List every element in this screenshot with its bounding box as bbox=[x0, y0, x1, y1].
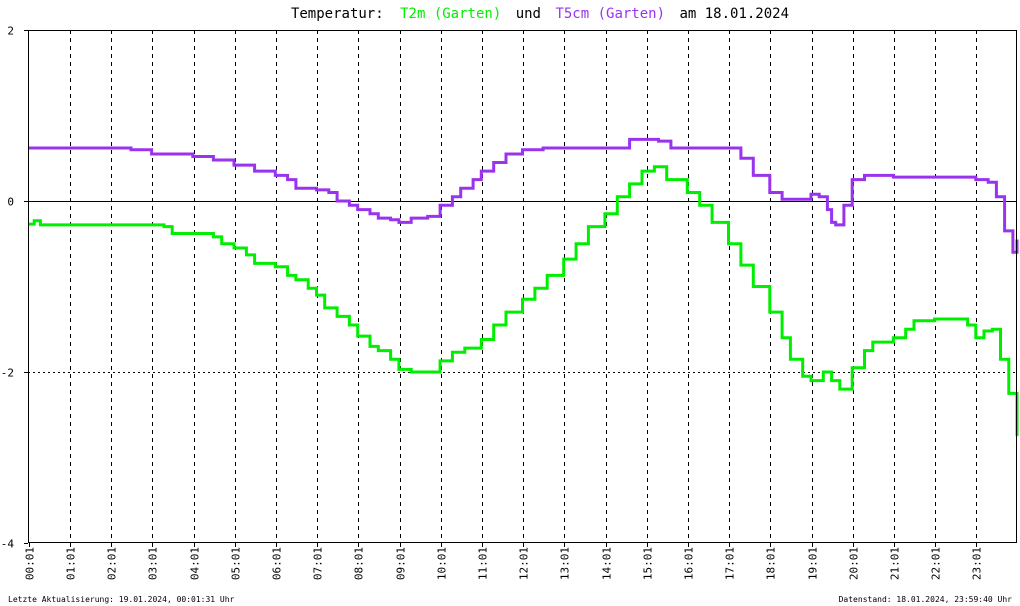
x-tick-label: 10:01 bbox=[436, 547, 449, 580]
y-tick-label: -4 bbox=[1, 538, 15, 551]
y-tick-label: 0 bbox=[7, 196, 14, 209]
series-layer bbox=[28, 137, 1019, 437]
tick-label-layer: 00:01 01:01 02:01 03:01 04:01 05:01 06:01 07:01… bbox=[1, 25, 984, 581]
title-suffix: am 18.01.2024 bbox=[679, 6, 789, 22]
x-tick-label: 23:01 bbox=[971, 547, 984, 580]
x-tick-label: 13:01 bbox=[559, 547, 572, 580]
grid-layer bbox=[28, 30, 1017, 543]
title-series2: T5cm (Garten) bbox=[555, 6, 665, 22]
x-tick-label: 01:01 bbox=[65, 547, 78, 580]
x-tick-label: 12:01 bbox=[518, 547, 531, 580]
x-tick-label: 02:01 bbox=[106, 547, 119, 580]
footer-data-status: Datenstand: 18.01.2024, 23:59:40 Uhr bbox=[839, 595, 1013, 604]
x-tick-label: 00:01 bbox=[24, 547, 37, 580]
x-tick-label: 19:01 bbox=[807, 547, 820, 580]
x-tick-label: 06:01 bbox=[271, 547, 284, 580]
title-series1: T2m (Garten) bbox=[400, 6, 501, 22]
x-tick-label: 18:01 bbox=[765, 547, 778, 580]
title-connector: und bbox=[516, 6, 541, 22]
axis-layer bbox=[24, 30, 1017, 547]
x-tick-label: 07:01 bbox=[312, 547, 325, 580]
series-line-t2m bbox=[28, 165, 1019, 437]
y-tick-label: 2 bbox=[7, 25, 14, 38]
series-line-t5cm bbox=[28, 137, 1019, 254]
x-tick-label: 21:01 bbox=[889, 547, 902, 580]
x-tick-label: 09:01 bbox=[395, 547, 408, 580]
x-tick-label: 08:01 bbox=[353, 547, 366, 580]
x-tick-label: 04:01 bbox=[189, 547, 202, 580]
x-tick-label: 17:01 bbox=[724, 547, 737, 580]
x-tick-label: 20:01 bbox=[848, 547, 861, 580]
y-tick-label: -2 bbox=[1, 367, 14, 380]
chart-title: Temperatur: T2m (Garten) und T5cm (Garte… bbox=[291, 6, 789, 22]
x-tick-label: 05:01 bbox=[230, 547, 243, 580]
title-prefix: Temperatur: bbox=[291, 6, 384, 22]
x-tick-label: 14:01 bbox=[601, 547, 614, 580]
x-tick-label: 03:01 bbox=[147, 547, 160, 580]
x-tick-label: 22:01 bbox=[930, 547, 943, 580]
x-tick-label: 16:01 bbox=[683, 547, 696, 580]
x-tick-label: 11:01 bbox=[477, 547, 490, 580]
x-tick-label: 15:01 bbox=[642, 547, 655, 580]
footer-last-update: Letzte Aktualisierung: 19.01.2024, 00:01… bbox=[8, 595, 235, 604]
plot-frame bbox=[28, 30, 1017, 543]
